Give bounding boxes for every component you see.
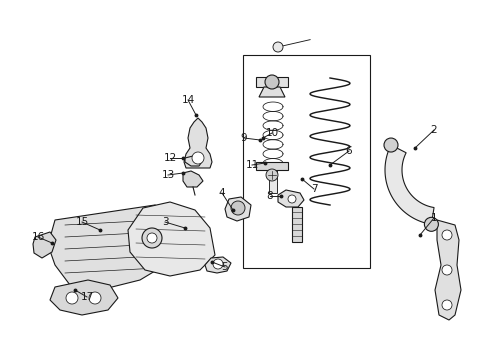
Text: 17: 17 [80, 292, 93, 302]
Circle shape [441, 265, 451, 275]
Text: 14: 14 [181, 95, 194, 105]
Circle shape [142, 228, 162, 248]
Polygon shape [434, 220, 460, 320]
Polygon shape [50, 280, 118, 315]
Circle shape [89, 292, 101, 304]
Circle shape [147, 233, 157, 243]
Text: 5: 5 [221, 262, 228, 272]
Text: 7: 7 [310, 184, 317, 194]
Text: 12: 12 [163, 153, 176, 163]
Bar [291, 207, 302, 242]
Text: 8: 8 [266, 191, 273, 201]
Text: 15: 15 [75, 217, 88, 227]
Circle shape [265, 169, 278, 181]
Bar [243, 55, 369, 268]
Text: 4: 4 [218, 188, 225, 198]
Polygon shape [183, 171, 203, 187]
Text: 1: 1 [430, 213, 436, 223]
Text: 10: 10 [265, 128, 278, 138]
Text: 16: 16 [31, 232, 44, 242]
Text: 9: 9 [240, 133, 247, 143]
Text: 6: 6 [345, 146, 351, 156]
Circle shape [424, 217, 438, 231]
Circle shape [264, 75, 279, 89]
Polygon shape [48, 205, 180, 290]
Polygon shape [224, 197, 250, 221]
Polygon shape [384, 145, 433, 224]
Polygon shape [128, 202, 215, 276]
Polygon shape [184, 155, 203, 166]
Circle shape [213, 259, 223, 269]
Polygon shape [278, 190, 304, 207]
Bar [256, 77, 287, 87]
Circle shape [192, 152, 203, 164]
Circle shape [287, 195, 295, 203]
Text: 3: 3 [162, 217, 168, 227]
Circle shape [383, 138, 397, 152]
Circle shape [441, 300, 451, 310]
Polygon shape [204, 257, 230, 273]
Circle shape [66, 292, 78, 304]
Circle shape [441, 230, 451, 240]
Text: 11: 11 [245, 160, 258, 170]
Polygon shape [33, 232, 56, 258]
Text: 2: 2 [430, 125, 436, 135]
Circle shape [272, 42, 283, 52]
Polygon shape [183, 118, 212, 168]
Circle shape [230, 201, 244, 215]
Bar [256, 162, 287, 170]
Text: 13: 13 [161, 170, 174, 180]
Bar [268, 168, 276, 193]
Polygon shape [259, 87, 285, 97]
